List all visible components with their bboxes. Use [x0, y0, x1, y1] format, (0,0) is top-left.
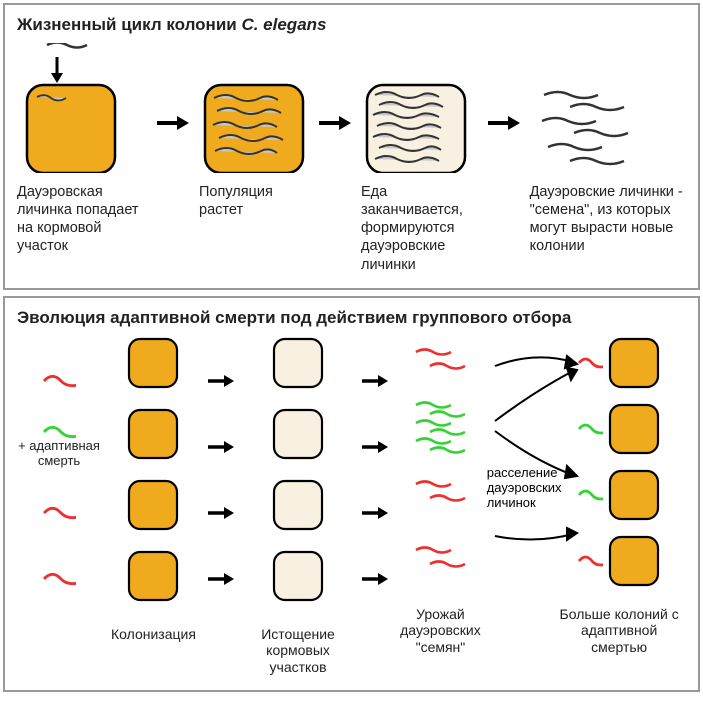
yield-cluster — [412, 402, 468, 456]
arrow-icon — [206, 420, 236, 474]
evolution-grid: + адаптивная смерть Колонизация Истощени… — [17, 336, 686, 676]
depletion-caption: Истощение кормовых участков — [246, 626, 350, 676]
stage-1: Дауэровская личинка попадает на кормовой… — [17, 43, 147, 256]
stage-3: Еда заканчивается, формируются дауэровск… — [361, 43, 478, 274]
colonization-col: Колонизация — [111, 336, 196, 643]
yield-cluster — [412, 336, 468, 390]
title-prefix: Жизненный цикл колонии — [17, 15, 241, 34]
depletion-box — [271, 336, 325, 395]
arrow-icon — [360, 354, 390, 408]
title-species: C. elegans — [241, 15, 326, 34]
arrow-2 — [317, 43, 353, 173]
arrows-a — [206, 336, 236, 606]
arrow-3 — [486, 43, 522, 173]
stage-2-fig — [199, 43, 309, 173]
left-worm — [17, 552, 101, 606]
lifecycle-title: Жизненный цикл колонии C. elegans — [17, 15, 686, 35]
colonization-box — [126, 407, 180, 466]
depletion-box — [271, 407, 325, 466]
stage-3-fig — [361, 43, 471, 173]
colonization-box — [126, 478, 180, 537]
left-label-col: + адаптивная смерть — [17, 336, 101, 606]
stage-4: Дауэровские личинки - "семена", из котор… — [530, 43, 686, 256]
stage-3-caption: Еда заканчивается, формируются дауэровск… — [361, 183, 478, 274]
stage-2-caption: Популяция растет — [199, 183, 309, 219]
left-worm — [17, 486, 101, 540]
stage-1-caption: Дауэровская личинка попадает на кормовой… — [17, 183, 147, 256]
arrow-icon — [360, 420, 390, 474]
arrow-1 — [155, 43, 191, 173]
arrow-icon — [206, 354, 236, 408]
arrow-icon — [360, 486, 390, 540]
stage-4-caption: Дауэровские личинки - "семена", из котор… — [530, 183, 686, 256]
colonization-caption: Колонизация — [111, 626, 196, 643]
arrow-icon — [206, 486, 236, 540]
stage-1-fig — [17, 43, 147, 173]
lifecycle-stages: Дауэровская личинка попадает на кормовой… — [17, 43, 686, 274]
yield-cluster — [412, 534, 468, 588]
stage-2: Популяция растет — [199, 43, 309, 219]
depletion-box — [271, 478, 325, 537]
arrows-b — [360, 336, 390, 606]
left-worm: + адаптивная смерть — [17, 420, 101, 474]
depletion-box — [271, 549, 325, 608]
depletion-col: Истощение кормовых участков — [246, 336, 350, 676]
arrow-icon — [206, 552, 236, 606]
evolution-panel: Эволюция адаптивной смерти под действием… — [3, 296, 700, 692]
result-caption: Больше колоний с адаптивной смертью — [552, 606, 686, 656]
yield-col: Урожай дауэровских "семян" — [400, 336, 481, 656]
yield-caption: Урожай дауэровских "семян" — [400, 606, 481, 656]
colonization-box — [126, 336, 180, 395]
yield-cluster — [412, 468, 468, 522]
left-worm — [17, 354, 101, 408]
lifecycle-panel: Жизненный цикл колонии C. elegans Дауэро… — [3, 3, 700, 290]
evolution-title: Эволюция адаптивной смерти под действием… — [17, 308, 686, 328]
stage-4-fig — [530, 43, 640, 173]
arrow-icon — [360, 552, 390, 606]
resettle-arrows — [491, 336, 591, 566]
colonization-box — [126, 549, 180, 608]
adaptive-death-label: + адаптивная смерть — [17, 439, 101, 468]
